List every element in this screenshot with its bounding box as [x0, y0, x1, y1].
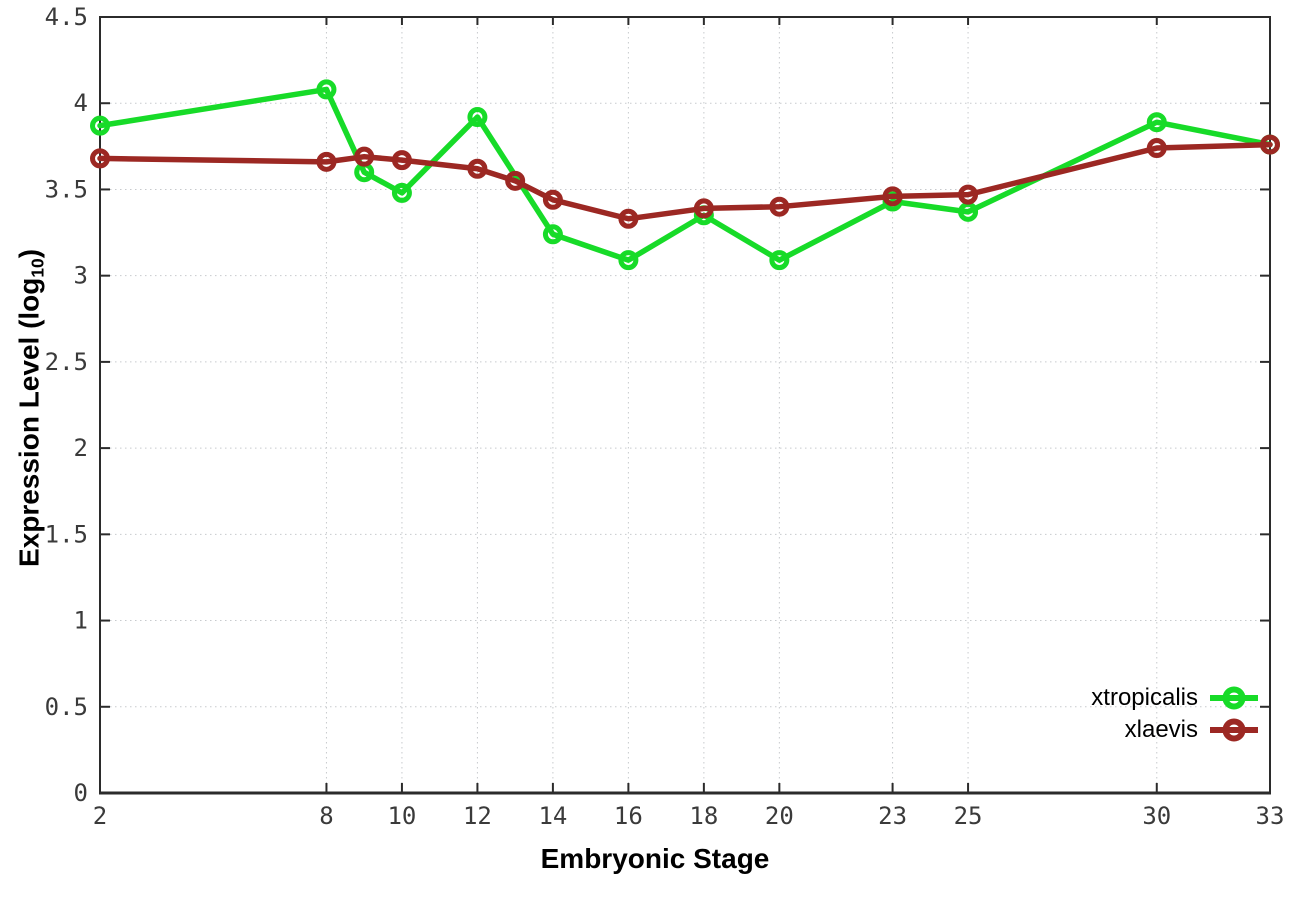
y-axis-title-text: Expression Level (log: [13, 277, 45, 568]
y-tick-label: 1: [74, 607, 88, 635]
y-tick-label: 0.5: [45, 693, 88, 721]
data-point-xtropicalis: [1146, 112, 1167, 133]
x-tick-label: 8: [319, 802, 333, 830]
x-tick-label: 20: [765, 802, 794, 830]
legend-marker-xtropicalis: [1210, 686, 1258, 710]
y-tick-label: 2: [74, 434, 88, 462]
y-tick-label: 4: [74, 89, 88, 117]
data-point-xlaevis: [391, 150, 412, 171]
y-tick-label: 3: [74, 262, 88, 290]
x-axis-title: Embryonic Stage: [540, 843, 770, 874]
data-point-xlaevis: [958, 184, 979, 205]
legend: xtropicalis xlaevis: [1091, 682, 1260, 746]
data-point-xtropicalis: [316, 79, 337, 100]
data-point-xtropicalis: [769, 250, 790, 271]
y-tick-label: 2.5: [45, 348, 88, 376]
data-point-xlaevis: [1146, 138, 1167, 159]
x-tick-label: 12: [463, 802, 492, 830]
legend-sample-marker: [1222, 686, 1246, 710]
y-tick-label: 0: [74, 779, 88, 807]
x-tick-label: 30: [1142, 802, 1171, 830]
y-tick-label: 3.5: [45, 175, 88, 203]
x-tick-label: 33: [1256, 802, 1285, 830]
y-axis-title-close: ): [13, 248, 45, 259]
data-point-xtropicalis: [90, 115, 110, 136]
data-point-xlaevis: [542, 189, 563, 210]
x-tick-label: 23: [878, 802, 907, 830]
data-point-xlaevis: [354, 146, 375, 167]
x-tick-label: 14: [538, 802, 567, 830]
y-axis-title: Expression Level (log10): [13, 249, 48, 567]
x-tick-label: 16: [614, 802, 643, 830]
x-tick-label: 10: [387, 802, 416, 830]
y-axis-title-subscript: 10: [27, 258, 48, 278]
data-point-xtropicalis: [618, 250, 639, 271]
data-point-xlaevis: [1260, 134, 1280, 155]
data-point-xtropicalis: [467, 107, 488, 128]
x-tick-label: 2: [93, 802, 107, 830]
data-point-xlaevis: [467, 158, 488, 179]
data-point-xlaevis: [316, 151, 337, 172]
legend-item-xlaevis: xlaevis: [1125, 714, 1260, 746]
series-line-xlaevis: [97, 141, 1273, 222]
legend-item-xtropicalis: xtropicalis: [1091, 682, 1260, 714]
data-point-xtropicalis: [542, 224, 563, 245]
series-line-xtropicalis: [97, 86, 1273, 263]
data-point-xlaevis: [693, 198, 714, 219]
data-point-xlaevis: [505, 170, 526, 191]
legend-sample-marker: [1222, 718, 1246, 742]
data-point-xtropicalis: [391, 182, 412, 203]
x-tick-label: 18: [689, 802, 718, 830]
data-point-xlaevis: [90, 148, 110, 169]
y-tick-label: 4.5: [45, 3, 88, 31]
data-point-xlaevis: [769, 196, 790, 217]
plot-border: [99, 16, 1271, 794]
legend-marker-xlaevis: [1210, 718, 1258, 742]
x-tick-label: 25: [954, 802, 983, 830]
data-point-xlaevis: [882, 186, 903, 207]
legend-label-xlaevis: xlaevis: [1124, 716, 1198, 743]
y-tick-label: 1.5: [45, 520, 88, 548]
legend-label-xtropicalis: xtropicalis: [1091, 684, 1198, 711]
data-point-xlaevis: [618, 208, 639, 229]
